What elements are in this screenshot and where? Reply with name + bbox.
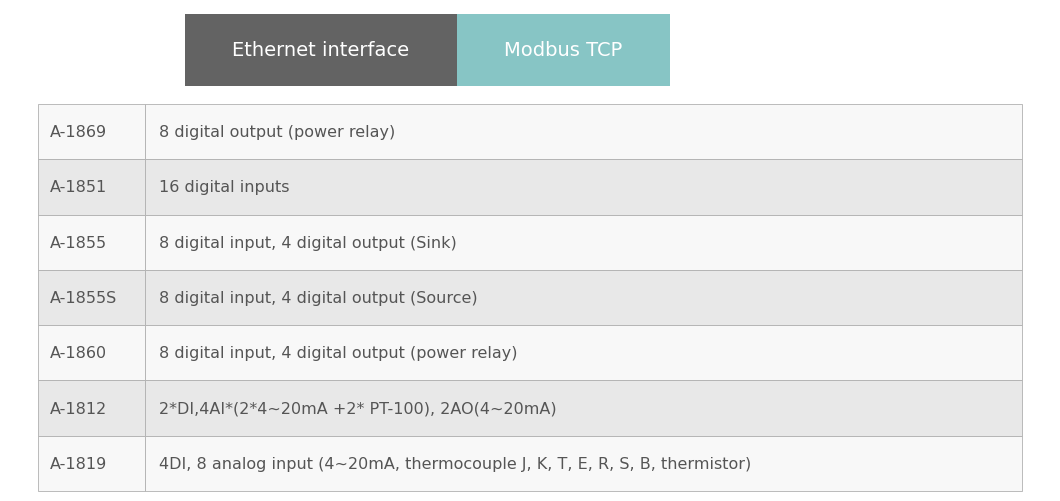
Text: A-1869: A-1869 <box>50 125 107 140</box>
Bar <box>145 105 1022 160</box>
Bar <box>145 326 1022 381</box>
Bar <box>38 326 145 381</box>
Bar <box>145 271 1022 326</box>
FancyBboxPatch shape <box>457 15 670 87</box>
Text: 8 digital input, 4 digital output (Sink): 8 digital input, 4 digital output (Sink) <box>159 235 457 250</box>
Bar <box>38 160 145 215</box>
Bar <box>145 160 1022 215</box>
Bar <box>145 215 1022 271</box>
Bar <box>38 381 145 436</box>
Text: A-1851: A-1851 <box>50 180 107 195</box>
Text: 8 digital input, 4 digital output (Source): 8 digital input, 4 digital output (Sourc… <box>159 291 478 306</box>
Text: 8 digital output (power relay): 8 digital output (power relay) <box>159 125 395 140</box>
Bar <box>38 271 145 326</box>
Text: A-1819: A-1819 <box>50 456 107 471</box>
Text: 16 digital inputs: 16 digital inputs <box>159 180 289 195</box>
Bar <box>38 215 145 271</box>
Bar <box>38 436 145 491</box>
Text: 4DI, 8 analog input (4~20mA, thermocouple J, K, T, E, R, S, B, thermistor): 4DI, 8 analog input (4~20mA, thermocoupl… <box>159 456 752 471</box>
Text: 2*DI,4AI*(2*4~20mA +2* PT-100), 2AO(4~20mA): 2*DI,4AI*(2*4~20mA +2* PT-100), 2AO(4~20… <box>159 401 556 416</box>
Text: Ethernet interface: Ethernet interface <box>232 42 409 61</box>
FancyBboxPatch shape <box>186 15 457 87</box>
Bar <box>38 105 145 160</box>
Text: 8 digital input, 4 digital output (power relay): 8 digital input, 4 digital output (power… <box>159 346 517 361</box>
Text: A-1812: A-1812 <box>50 401 107 416</box>
Bar <box>145 381 1022 436</box>
Bar <box>145 436 1022 491</box>
Text: Modbus TCP: Modbus TCP <box>505 42 622 61</box>
Text: A-1855: A-1855 <box>50 235 107 250</box>
Text: A-1860: A-1860 <box>50 346 107 361</box>
Text: A-1855S: A-1855S <box>50 291 118 306</box>
